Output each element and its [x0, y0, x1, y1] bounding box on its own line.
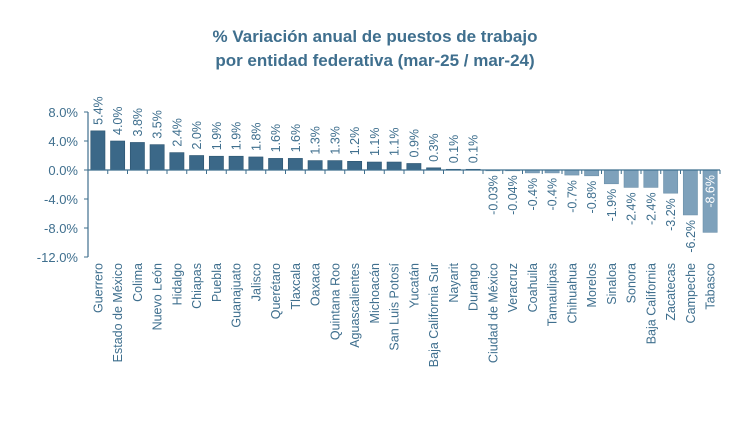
category-label: Yucatán — [407, 263, 421, 308]
category-label: Tabasco — [704, 263, 718, 310]
data-label: -8.6% — [704, 175, 718, 208]
bar — [307, 160, 323, 171]
y-tick-label: 4.0% — [48, 134, 78, 149]
category-label: Chiapas — [190, 263, 204, 309]
data-label: -0.04% — [506, 175, 520, 215]
category-label: Campeche — [684, 263, 698, 323]
bar — [129, 142, 145, 171]
data-label: 1.1% — [388, 128, 402, 157]
category-label: Sonora — [625, 263, 639, 303]
y-tick-label: -8.0% — [44, 221, 78, 236]
data-label: 1.8% — [249, 122, 263, 151]
bar — [149, 144, 165, 171]
bar — [248, 156, 264, 171]
category-label: Hidalgo — [170, 263, 184, 305]
category-label: Quintana Roo — [328, 263, 342, 340]
data-label: 1.6% — [289, 124, 303, 153]
category-label: Baja California Sur — [427, 263, 441, 367]
category-label: Nayarit — [447, 262, 461, 302]
data-label: 1.9% — [230, 122, 244, 151]
category-label: Coahuila — [526, 263, 540, 312]
data-label: 0.1% — [447, 135, 461, 164]
category-label: Guanajuato — [230, 263, 244, 328]
category-label: Morelos — [585, 263, 599, 307]
data-label: -3.2% — [664, 198, 678, 231]
y-tick-label: 0.0% — [48, 163, 78, 178]
data-label: 4.0% — [111, 107, 125, 136]
y-tick-label: 8.0% — [48, 105, 78, 120]
category-label: Veracruz — [506, 263, 520, 312]
data-label: -0.03% — [486, 175, 500, 215]
bar — [347, 161, 363, 171]
category-label: Jalisco — [249, 263, 263, 301]
bar — [406, 163, 422, 171]
data-label: 0.1% — [467, 135, 481, 164]
category-label: Ciudad de México — [486, 263, 500, 363]
data-label: 2.4% — [170, 118, 184, 147]
bar — [663, 169, 679, 194]
bar — [327, 160, 343, 171]
category-label: Durango — [467, 263, 481, 311]
chart-title-line-2: por entidad federativa (mar-25 / mar-24) — [215, 51, 534, 70]
data-label: -6.2% — [684, 220, 698, 253]
bar — [208, 155, 224, 171]
category-label: Colima — [131, 263, 145, 302]
category-label: Zacatecas — [664, 263, 678, 321]
data-label: 0.9% — [407, 129, 421, 158]
bar — [110, 140, 126, 171]
bar — [682, 169, 698, 216]
data-label: -0.4% — [526, 178, 540, 211]
data-label: -0.7% — [565, 180, 579, 213]
bar — [287, 158, 303, 171]
category-label: Tlaxcala — [289, 263, 303, 310]
bar — [386, 161, 402, 171]
category-label: Chihuahua — [565, 263, 579, 324]
bar — [603, 169, 619, 185]
y-tick-label: -12.0% — [37, 250, 79, 265]
data-label: 1.3% — [309, 126, 323, 155]
bar — [268, 158, 284, 171]
data-label: 3.8% — [131, 108, 145, 137]
data-label: 2.0% — [190, 121, 204, 150]
y-tick-label: -4.0% — [44, 192, 78, 207]
category-label: Querétaro — [269, 263, 283, 319]
bar — [366, 161, 382, 171]
data-label: -2.4% — [644, 192, 658, 225]
data-label: 1.3% — [328, 126, 342, 155]
data-label: -0.4% — [546, 178, 560, 211]
data-label: 1.6% — [269, 124, 283, 153]
bar — [643, 169, 659, 188]
category-label: Aguascalientes — [348, 263, 362, 348]
chart-title-line-1: % Variación anual de puestos de trabajo — [213, 27, 538, 46]
bar — [228, 155, 244, 171]
data-label: -0.8% — [585, 181, 599, 214]
bar — [623, 169, 639, 188]
category-label: Puebla — [210, 263, 224, 302]
data-label: 0.3% — [427, 133, 441, 162]
category-label: Nuevo León — [151, 263, 165, 330]
data-label: 1.9% — [210, 122, 224, 151]
category-label: Estado de México — [111, 263, 125, 362]
category-label: Tamaulipas — [546, 263, 560, 326]
bar — [90, 130, 106, 171]
data-label: -2.4% — [625, 192, 639, 225]
data-label: -1.9% — [605, 189, 619, 222]
category-label: Oaxaca — [309, 263, 323, 306]
category-label: Guerrero — [91, 263, 105, 313]
category-label: Sinaloa — [605, 263, 619, 305]
data-label: 3.5% — [151, 110, 165, 139]
data-label: 1.1% — [368, 128, 382, 157]
bar — [564, 169, 580, 176]
data-label: 1.2% — [348, 127, 362, 156]
bar — [584, 169, 600, 177]
category-label: San Luis Potosí — [388, 262, 402, 350]
data-label: 5.4% — [91, 96, 105, 125]
bar — [169, 152, 185, 171]
category-label: Michoacán — [368, 263, 382, 323]
bar — [189, 155, 205, 171]
category-label: Baja California — [644, 263, 658, 344]
